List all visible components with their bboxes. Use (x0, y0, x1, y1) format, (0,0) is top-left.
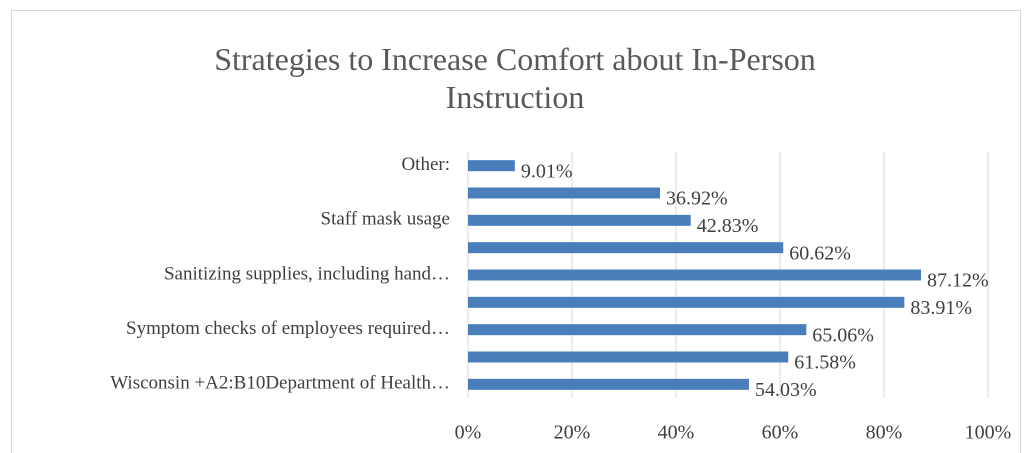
bar (468, 214, 691, 226)
value-label: 60.62% (789, 242, 851, 264)
x-tick-label: 40% (658, 422, 695, 444)
value-label: 36.92% (666, 188, 728, 210)
x-tick-label: 80% (866, 422, 903, 444)
value-label: 9.01% (521, 160, 573, 182)
bar (468, 242, 784, 254)
bar (468, 378, 749, 390)
x-tick-label: 0% (455, 422, 482, 444)
bar (468, 296, 905, 308)
bar (468, 160, 515, 172)
x-tick-label: 100% (965, 422, 1012, 444)
value-label: 65.06% (812, 324, 874, 346)
bar (468, 269, 922, 281)
value-label: 87.12% (927, 270, 989, 292)
y-tick-label: Symptom checks of employees required… (126, 318, 450, 339)
chart-title: Strategies to Increase Comfort about In-… (214, 41, 816, 115)
y-tick-label: Staff mask usage (321, 209, 450, 230)
y-tick-label: Sanitizing supplies, including hand… (164, 263, 450, 284)
x-tick-label: 60% (762, 422, 799, 444)
value-label: 54.03% (755, 379, 817, 401)
value-label: 42.83% (697, 215, 759, 237)
y-tick-label: Wisconsin +A2:B10Department of Health… (110, 373, 450, 394)
bar (468, 187, 660, 199)
bar (468, 324, 807, 336)
y-tick-label: Other: (401, 154, 450, 175)
bar (468, 351, 789, 363)
x-tick-label: 20% (554, 422, 591, 444)
value-label: 83.91% (910, 297, 972, 319)
value-label: 61.58% (794, 352, 856, 374)
